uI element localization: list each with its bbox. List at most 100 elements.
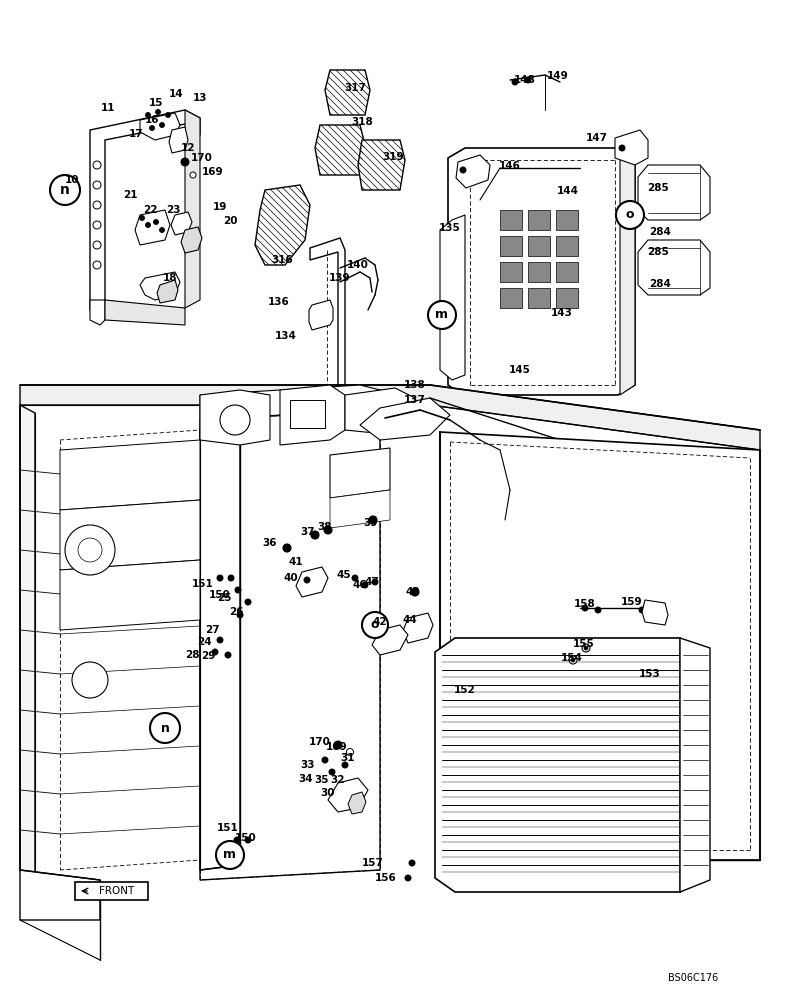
Text: 43: 43 — [406, 587, 421, 597]
Text: 44: 44 — [402, 615, 417, 625]
Text: o: o — [371, 618, 379, 632]
Bar — [556, 210, 578, 230]
Text: 13: 13 — [192, 93, 208, 103]
Text: 140: 140 — [347, 260, 369, 270]
Circle shape — [362, 612, 388, 638]
Circle shape — [93, 241, 101, 249]
Bar — [528, 288, 550, 308]
Polygon shape — [181, 227, 202, 253]
Polygon shape — [280, 385, 345, 445]
Text: 148: 148 — [514, 75, 536, 85]
Polygon shape — [171, 212, 192, 235]
Polygon shape — [20, 405, 35, 878]
Polygon shape — [328, 778, 368, 812]
Circle shape — [217, 637, 223, 643]
Polygon shape — [308, 238, 345, 428]
Circle shape — [78, 538, 102, 562]
Text: 26: 26 — [229, 607, 243, 617]
Circle shape — [409, 860, 415, 866]
Text: 135: 135 — [439, 223, 461, 233]
Text: 36: 36 — [263, 538, 277, 548]
Bar — [556, 262, 578, 282]
Text: 31: 31 — [341, 753, 356, 763]
Circle shape — [235, 587, 241, 593]
Circle shape — [311, 531, 319, 539]
Circle shape — [582, 644, 590, 652]
Text: 38: 38 — [318, 522, 333, 532]
Text: 285: 285 — [647, 247, 669, 257]
Text: 27: 27 — [204, 625, 219, 635]
Circle shape — [93, 201, 101, 209]
Polygon shape — [60, 440, 200, 510]
Polygon shape — [330, 490, 390, 528]
Text: 284: 284 — [649, 279, 671, 289]
Circle shape — [372, 579, 378, 585]
Circle shape — [228, 575, 234, 581]
Polygon shape — [350, 395, 405, 435]
Text: 16: 16 — [145, 115, 159, 125]
Text: 169: 169 — [326, 742, 348, 752]
Text: 138: 138 — [404, 380, 426, 390]
Text: 134: 134 — [275, 331, 297, 341]
Text: 159: 159 — [621, 597, 643, 607]
Polygon shape — [440, 432, 760, 860]
Text: 28: 28 — [185, 650, 200, 660]
Text: 137: 137 — [404, 395, 426, 405]
Polygon shape — [75, 882, 148, 900]
Circle shape — [405, 875, 411, 881]
Text: FRONT: FRONT — [99, 886, 135, 896]
Polygon shape — [680, 638, 700, 892]
Polygon shape — [456, 155, 490, 188]
Circle shape — [234, 837, 240, 843]
Polygon shape — [105, 300, 185, 325]
Text: 317: 317 — [344, 83, 366, 93]
Text: 24: 24 — [196, 637, 211, 647]
Text: 15: 15 — [149, 98, 163, 108]
Text: 147: 147 — [586, 133, 608, 143]
Text: 151: 151 — [217, 823, 239, 833]
Bar — [528, 210, 550, 230]
Text: 32: 32 — [331, 775, 345, 785]
Polygon shape — [60, 560, 200, 630]
Circle shape — [369, 516, 377, 524]
Text: 157: 157 — [362, 858, 384, 868]
Text: 18: 18 — [162, 273, 177, 283]
Circle shape — [365, 412, 371, 418]
Polygon shape — [638, 165, 710, 220]
Text: 21: 21 — [123, 190, 137, 200]
Bar — [528, 262, 550, 282]
Circle shape — [220, 405, 250, 435]
Circle shape — [460, 167, 466, 173]
Text: 41: 41 — [289, 557, 303, 567]
Polygon shape — [90, 300, 105, 325]
Polygon shape — [200, 390, 270, 445]
Text: 156: 156 — [375, 873, 397, 883]
Circle shape — [283, 544, 291, 552]
Text: 37: 37 — [301, 527, 315, 537]
Circle shape — [362, 582, 368, 588]
Circle shape — [342, 762, 348, 768]
Polygon shape — [348, 792, 366, 814]
Polygon shape — [345, 388, 415, 435]
Text: 145: 145 — [509, 365, 531, 375]
Circle shape — [619, 145, 625, 151]
Circle shape — [225, 652, 231, 658]
Text: 170: 170 — [309, 737, 331, 747]
Text: 25: 25 — [217, 593, 231, 603]
Text: 149: 149 — [547, 71, 569, 81]
Circle shape — [411, 588, 419, 596]
Circle shape — [139, 216, 144, 221]
Text: 22: 22 — [143, 205, 158, 215]
Bar — [556, 236, 578, 256]
Polygon shape — [20, 385, 760, 450]
Text: 47: 47 — [364, 577, 379, 587]
Circle shape — [181, 158, 189, 166]
Polygon shape — [440, 215, 465, 380]
Circle shape — [304, 577, 310, 583]
Bar — [556, 288, 578, 308]
Text: n: n — [60, 183, 70, 197]
Text: 284: 284 — [649, 227, 671, 237]
Polygon shape — [255, 185, 310, 265]
Text: m: m — [223, 848, 237, 861]
Text: 29: 29 — [201, 651, 215, 661]
